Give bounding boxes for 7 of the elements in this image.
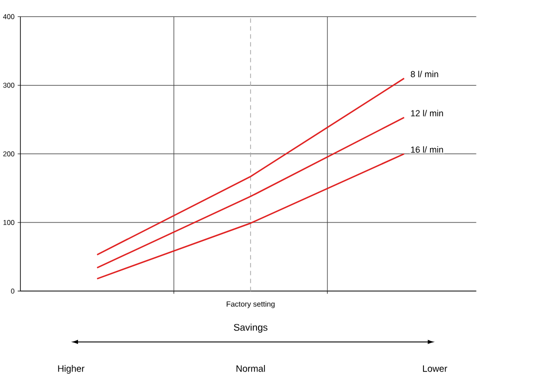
text: Higher	[58, 365, 84, 374]
text: Lower	[423, 366, 448, 372]
text: Savings	[234, 324, 268, 333]
series-label: 16 l/ min	[411, 146, 443, 153]
text: Normal	[236, 365, 265, 372]
series-label: 8 l/ min	[410, 71, 438, 78]
series-label: 12 l/ min	[411, 110, 443, 117]
